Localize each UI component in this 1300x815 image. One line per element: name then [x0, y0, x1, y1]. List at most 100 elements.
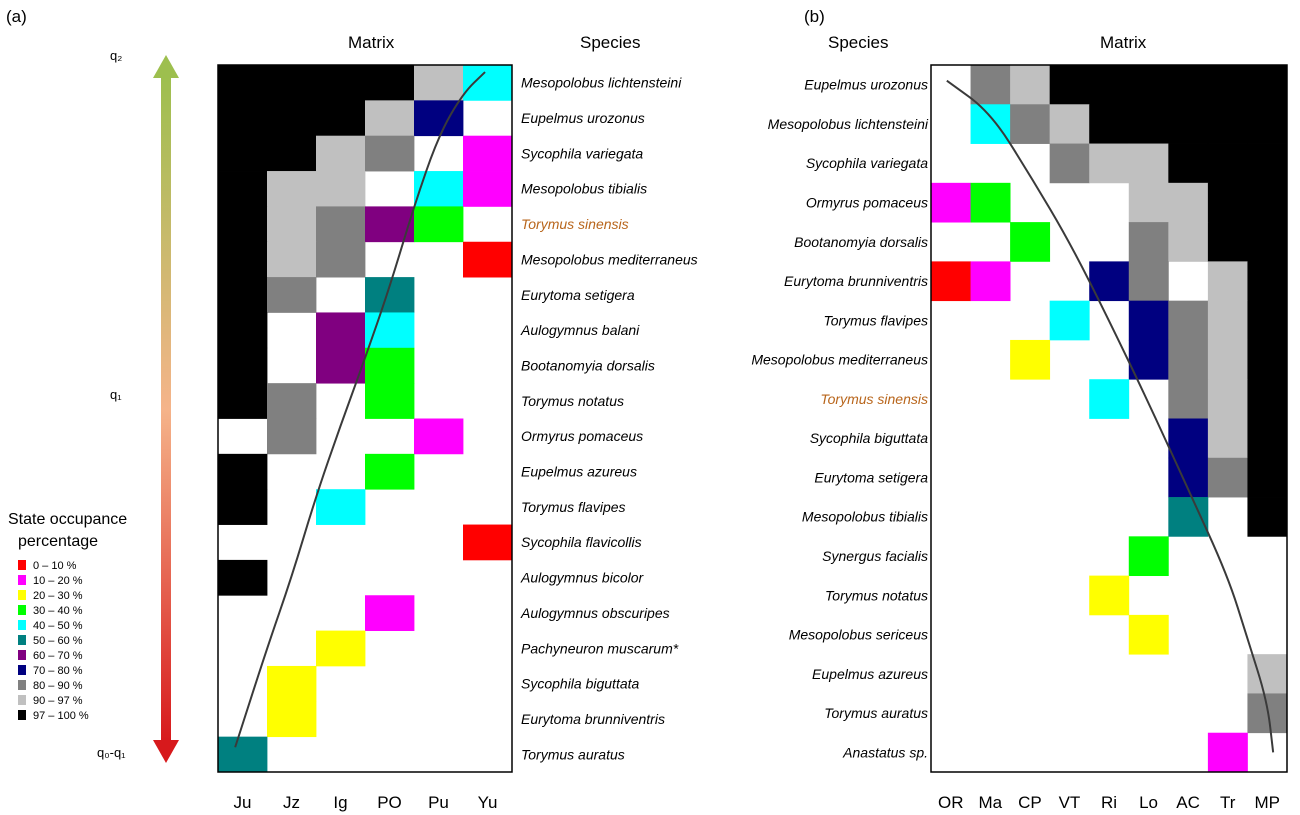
row-label: Bootanomyia dorsalis: [794, 234, 928, 250]
matrix-cell: [1247, 65, 1288, 105]
column-label: Yu: [478, 793, 498, 812]
legend-title-line2: percentage: [18, 533, 98, 550]
legend-title-line1: State occupance: [8, 511, 127, 528]
matrix-cell: [1010, 104, 1051, 144]
legend-swatch: [18, 665, 26, 675]
matrix-cell: [463, 524, 513, 561]
matrix-cell: [1168, 339, 1209, 380]
legend-swatch: [18, 575, 26, 585]
matrix-cell: [1247, 222, 1288, 262]
matrix-cell: [1010, 339, 1051, 380]
matrix-cell: [316, 630, 366, 667]
matrix-cell: [218, 171, 268, 207]
matrix-cell: [267, 665, 317, 702]
row-label: Mesopolobus lichtensteini: [521, 75, 682, 91]
matrix-cell: [1207, 222, 1248, 262]
row-label: Mesopolobus tibialis: [521, 181, 647, 197]
matrix-cell: [316, 241, 366, 278]
matrix-cell: [1128, 104, 1169, 144]
matrix-cell: [1128, 222, 1169, 262]
row-label: Eurytoma setigera: [814, 469, 928, 485]
matrix-cell: [463, 65, 513, 101]
matrix-cell: [1089, 65, 1130, 105]
legend-label: 97 – 100 %: [33, 710, 89, 722]
legend-swatch: [18, 650, 26, 660]
row-label: Eurytoma brunniventris: [521, 711, 665, 727]
row-label: Sycophila variegata: [806, 155, 928, 171]
matrix-cell: [316, 206, 366, 243]
matrix-cell: [218, 277, 268, 313]
matrix-cell: [1128, 261, 1169, 302]
matrix-cell: [931, 182, 971, 223]
matrix-cell: [1207, 339, 1248, 380]
row-label: Sycophila biguttata: [521, 676, 640, 692]
matrix-cell: [463, 241, 513, 278]
matrix-cell: [1207, 300, 1248, 341]
matrix-cell: [218, 736, 268, 773]
row-label: Eupelmus azureus: [812, 666, 928, 682]
legend: 0 – 10 % 10 – 20 % 20 – 30 % 30 – 40 % 40 – …: [18, 560, 89, 722]
matrix-cell: [1128, 182, 1169, 223]
row-label: Eupelmus urozonus: [521, 110, 645, 126]
row-label: Aulogymnus balani: [520, 322, 640, 338]
matrix-cell: [1207, 182, 1248, 223]
matrix-cell: [1207, 143, 1248, 184]
matrix-cell: [414, 65, 464, 101]
matrix-frame: [217, 64, 513, 773]
column-label: OR: [938, 793, 964, 812]
legend-label: 50 – 60 %: [33, 635, 83, 647]
row-label: Torymus flavipes: [823, 312, 928, 328]
matrix-cell: [1049, 143, 1090, 184]
matrix-cell: [1168, 418, 1209, 459]
matrix-cell: [1168, 300, 1209, 341]
matrix-cell: [1168, 222, 1209, 262]
column-label: Ri: [1101, 793, 1117, 812]
matrix-cell: [316, 312, 366, 349]
row-label: Torymus sinensis: [521, 216, 629, 232]
panel-b-species-title: Species: [828, 33, 888, 52]
matrix-cell: [1247, 379, 1288, 419]
matrix-cell: [1089, 575, 1130, 616]
legend-label: 70 – 80 %: [33, 665, 83, 677]
matrix-cell: [218, 453, 268, 490]
matrix-frame: [930, 64, 1288, 773]
row-label: Pachyneuron muscarum*: [521, 640, 679, 656]
fit-curve: [946, 79, 1275, 753]
matrix-cell: [1247, 143, 1288, 184]
matrix-cell: [1168, 143, 1209, 184]
column-label: Ig: [333, 793, 347, 812]
matrix-cell: [1168, 104, 1209, 144]
row-label: Torymus auratus: [521, 746, 625, 762]
panel-a-heatmap: Ju Jz Ig PO Pu Yu Mesopolobus lichtensteini Eup…: [217, 64, 698, 812]
matrix-cell: [1207, 104, 1248, 144]
matrix-cell: [316, 100, 366, 137]
row-label: Ormyrus pomaceus: [521, 428, 643, 444]
matrix-cell: [316, 489, 366, 525]
matrix-cell: [218, 206, 268, 243]
matrix-cell: [1207, 379, 1248, 419]
matrix-cell: [218, 312, 268, 349]
panel-b-label: (b): [804, 7, 825, 26]
row-label: Torymus flavipes: [521, 499, 626, 515]
matrix-cell: [218, 135, 268, 172]
matrix-cell: [1010, 222, 1051, 262]
matrix-cell: [970, 182, 1011, 223]
matrix-cell: [1168, 182, 1209, 223]
matrix-cell: [414, 418, 464, 455]
column-label: Ju: [234, 793, 252, 812]
matrix-cell: [218, 65, 268, 101]
matrix-cell: [365, 595, 415, 631]
matrix-cell: [1049, 300, 1090, 341]
matrix-cell: [1128, 339, 1169, 380]
matrix-cell: [1128, 536, 1169, 577]
panel-a-label: (a): [6, 7, 27, 26]
legend-label: 90 – 97 %: [33, 695, 83, 707]
matrix-cell: [218, 241, 268, 278]
matrix-cell: [1207, 418, 1248, 459]
matrix-cell: [931, 261, 971, 302]
matrix-cell: [1247, 339, 1288, 380]
legend-swatch: [18, 620, 26, 630]
matrix-cell: [267, 135, 317, 172]
row-label: Torymus auratus: [824, 705, 928, 721]
